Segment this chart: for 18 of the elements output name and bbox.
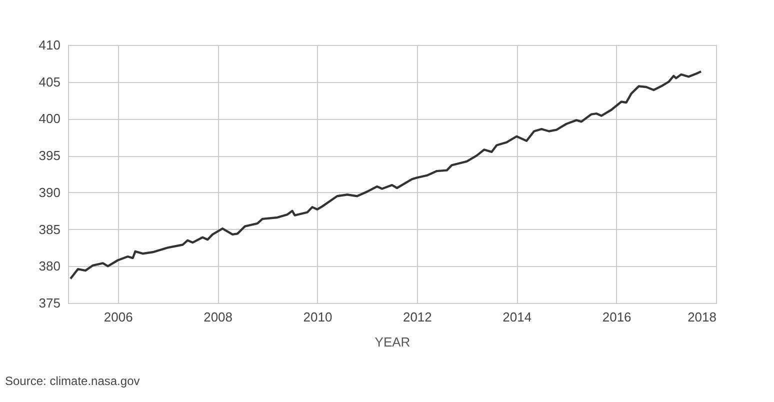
x-tick-label: 2010 — [303, 310, 332, 324]
x-axis-title: YEAR — [374, 334, 410, 350]
y-tick-label: 395 — [38, 148, 60, 164]
x-tick-label: 2008 — [204, 310, 232, 324]
y-tick-label: 405 — [38, 74, 60, 90]
y-tick-label: 380 — [38, 258, 60, 274]
y-tick-label: 400 — [38, 111, 60, 126]
x-tick-label: 2012 — [402, 310, 432, 324]
x-tick-label: 2014 — [502, 310, 532, 324]
y-tick-label: 375 — [38, 296, 60, 310]
source-note: Source: climate.nasa.gov — [5, 374, 140, 388]
y-tick-label: 385 — [38, 222, 60, 237]
x-tick-label: 2018 — [688, 310, 716, 324]
y-tick-label: 410 — [38, 38, 60, 52]
x-tick-label: 2016 — [602, 310, 632, 324]
x-tick-label: 2006 — [104, 310, 133, 324]
y-tick-label: 390 — [38, 184, 60, 200]
line-series — [69, 70, 702, 280]
